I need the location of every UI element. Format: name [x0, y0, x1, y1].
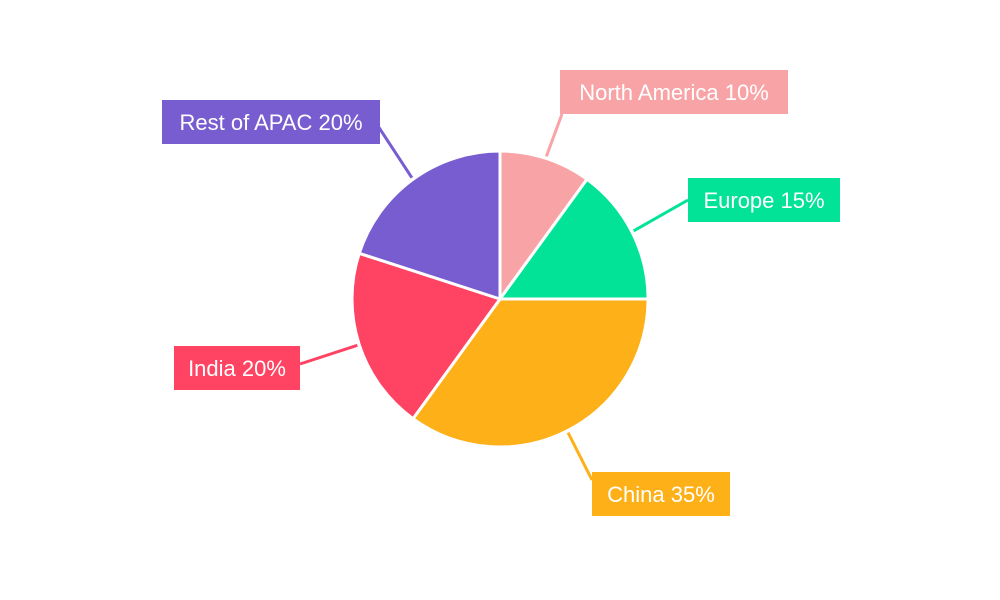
leader-line-europe	[632, 198, 689, 233]
slice-label-india: India 20%	[188, 356, 286, 381]
label-box-india	[174, 346, 300, 390]
pie-slice-europe	[498, 177, 650, 301]
label-box-europe	[688, 178, 840, 222]
slice-label-rest-of-apac: Rest of APAC 20%	[179, 110, 362, 135]
leader-line-china	[566, 431, 594, 481]
pie-slice-china	[411, 297, 650, 449]
leader-line-north-america	[544, 113, 564, 157]
pie-slices	[350, 149, 650, 449]
label-box-rest-of-apac	[162, 100, 380, 144]
slice-label-north-america: North America 10%	[579, 80, 769, 105]
label-box-north-america	[560, 70, 788, 114]
slice-label-china: China 35%	[607, 482, 715, 507]
leader-line-india	[299, 343, 358, 366]
pie-slice-india	[350, 251, 502, 421]
leader-line-rest-of-apac	[376, 125, 414, 179]
slice-labels: North America 10% Europe 15% China 35% Indi…	[162, 70, 840, 516]
slice-label-europe: Europe 15%	[703, 188, 824, 213]
label-box-china	[592, 472, 730, 516]
pie-slice-north-america	[498, 149, 589, 301]
pie-slice-rest-of-apac	[357, 149, 502, 301]
